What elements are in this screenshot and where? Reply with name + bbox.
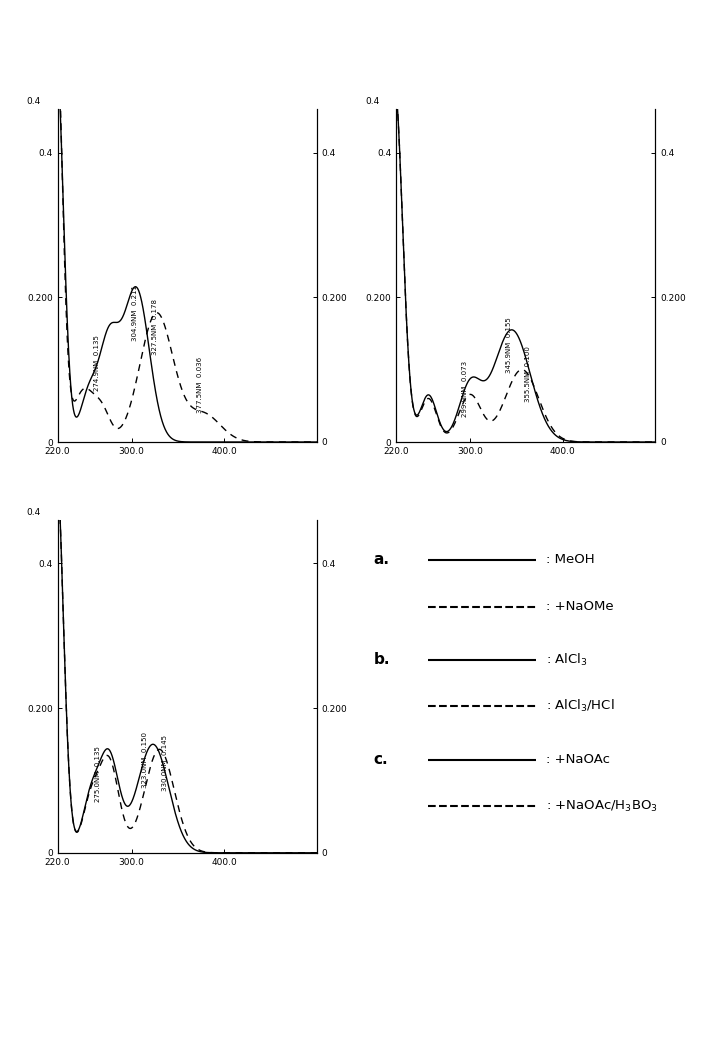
Text: 377.5NM  0.036: 377.5NM 0.036 <box>197 357 203 413</box>
Text: 0.4: 0.4 <box>27 508 41 517</box>
Text: 304.9NM  0.211: 304.9NM 0.211 <box>132 285 138 341</box>
Text: 323.0NM  0.150: 323.0NM 0.150 <box>142 732 148 787</box>
Text: : +NaOMe: : +NaOMe <box>546 600 613 613</box>
Text: 330.0NM  0.145: 330.0NM 0.145 <box>162 735 168 791</box>
Text: 355.5NM  0.100: 355.5NM 0.100 <box>526 346 531 402</box>
Text: c.: c. <box>374 752 388 768</box>
Text: a.: a. <box>374 552 390 568</box>
Text: 274.9NM  0.135: 274.9NM 0.135 <box>94 336 100 391</box>
Text: : MeOH: : MeOH <box>546 553 595 567</box>
Text: : +NaOAc/H$_3$BO$_3$: : +NaOAc/H$_3$BO$_3$ <box>546 799 658 813</box>
Text: 275.0NM  0.135: 275.0NM 0.135 <box>95 747 102 802</box>
Text: 0.4: 0.4 <box>365 97 379 106</box>
Text: 345.9NM  0.155: 345.9NM 0.155 <box>506 317 512 373</box>
Text: : AlCl$_3$/HCl: : AlCl$_3$/HCl <box>546 698 615 714</box>
Text: : +NaOAc: : +NaOAc <box>546 753 610 766</box>
Text: b.: b. <box>374 652 390 668</box>
Text: 0.4: 0.4 <box>27 97 41 106</box>
Text: : AlCl$_3$: : AlCl$_3$ <box>546 652 588 668</box>
Text: 299.9NM  0.073: 299.9NM 0.073 <box>462 361 469 417</box>
Text: 327.5NM  0.178: 327.5NM 0.178 <box>152 300 158 356</box>
